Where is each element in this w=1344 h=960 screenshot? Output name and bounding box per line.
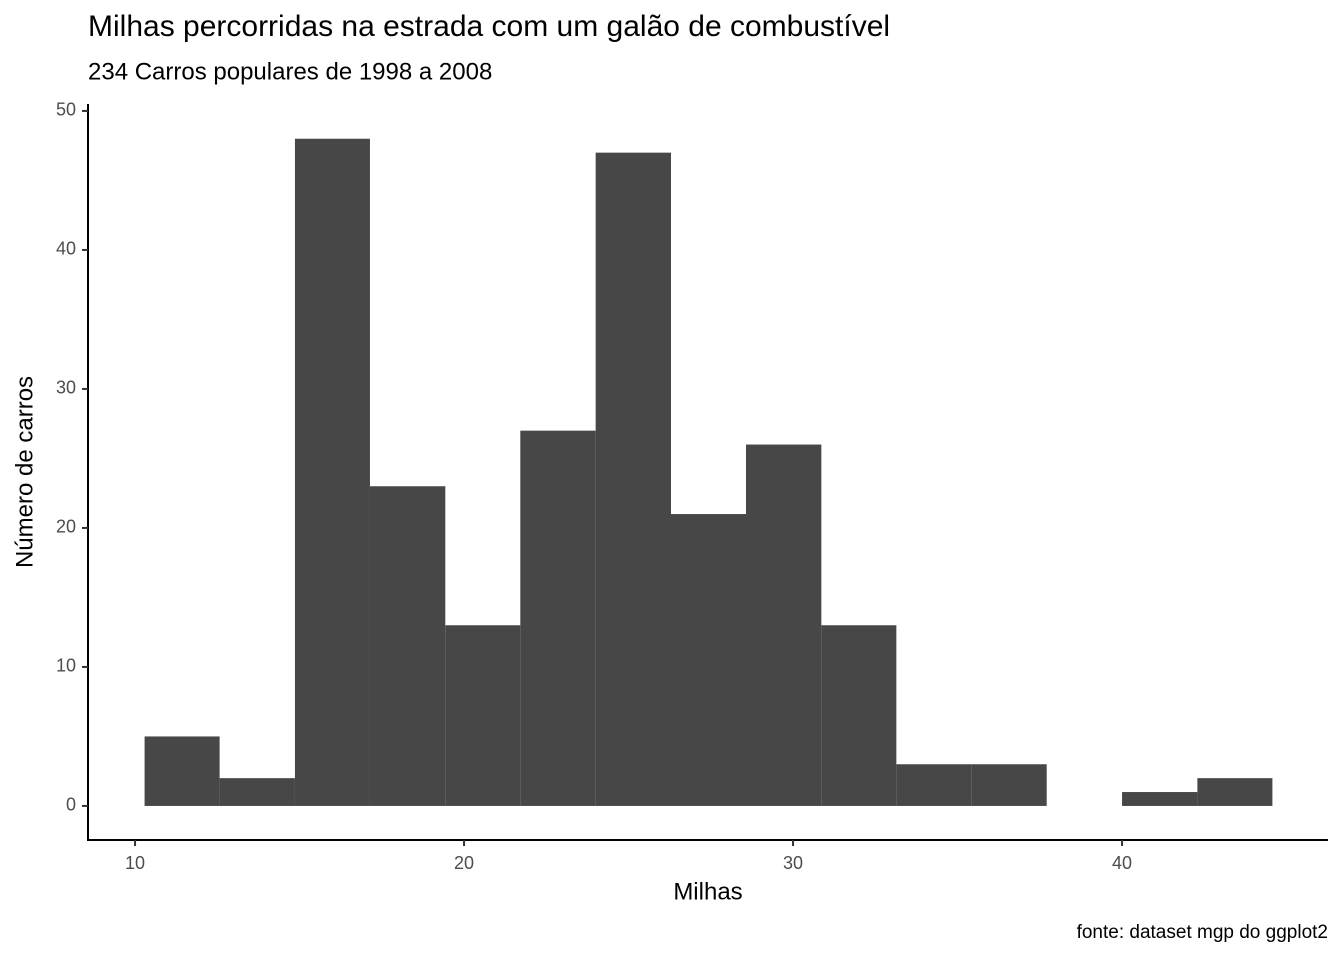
y-tick-label: 10 (56, 656, 76, 676)
x-tick-label: 10 (125, 853, 145, 873)
bar (219, 778, 295, 806)
y-tick-label: 50 (56, 100, 76, 120)
chart-title: Milhas percorridas na estrada com um gal… (88, 10, 890, 43)
y-tick-label: 30 (56, 378, 76, 398)
bar (971, 764, 1047, 806)
y-tick-label: 40 (56, 239, 76, 259)
bar (1197, 778, 1273, 806)
bar (821, 625, 897, 806)
bar (144, 736, 220, 806)
bar (445, 625, 521, 806)
x-tick-label: 30 (783, 853, 803, 873)
bar (294, 138, 370, 806)
bar (520, 430, 596, 806)
y-tick-label: 0 (66, 795, 76, 815)
x-axis-title: Milhas (673, 878, 742, 905)
bar (670, 514, 746, 806)
y-tick-label: 20 (56, 517, 76, 537)
x-tick-label: 40 (1112, 853, 1132, 873)
bar (595, 152, 671, 806)
bar (745, 444, 822, 806)
bar (369, 486, 446, 806)
chart-subtitle: 234 Carros populares de 1998 a 2008 (88, 58, 492, 85)
caption: fonte: dataset mgp do ggplot2 (1077, 922, 1328, 943)
bar (896, 764, 972, 806)
bar (1122, 792, 1198, 806)
x-tick-label: 20 (454, 853, 474, 873)
y-axis-title: Número de carros (11, 376, 38, 568)
